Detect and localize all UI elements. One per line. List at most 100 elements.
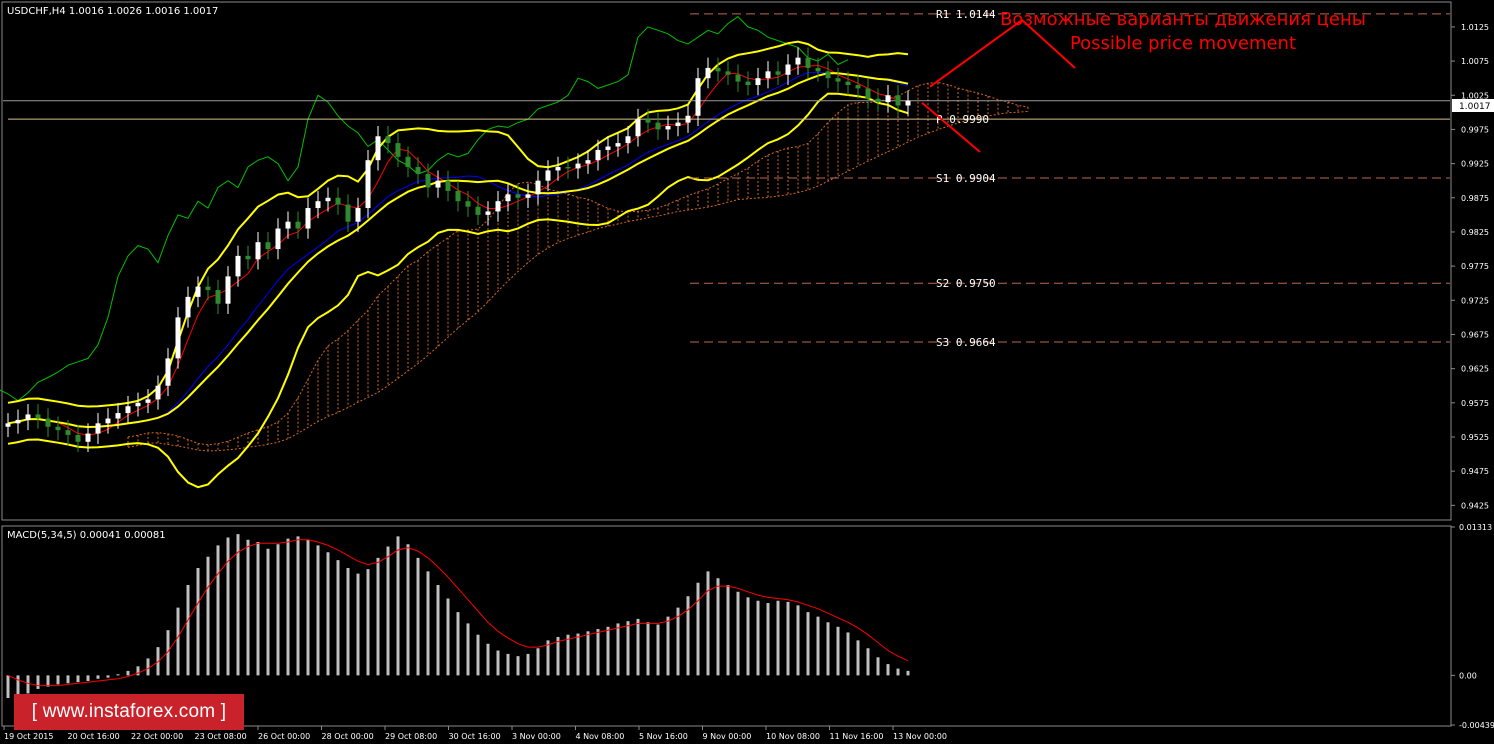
price-tick-label: 0.9625	[1461, 365, 1489, 374]
price-axis: 1.0125 1.0075 1.0025 0.9975 0.9925 0.9875 0.98…	[1451, 23, 1494, 730]
candles	[5, 47, 911, 453]
annotation-arrows	[921, 19, 1076, 153]
candle-body	[125, 406, 131, 414]
time-tick-label: 29 Oct 08:00	[385, 732, 437, 741]
macd-panel-frame	[1, 525, 1452, 727]
pivot-levels: R1 1.0144 P 0.9990 S1 0.9904 S2 0.9750 S3 0.…	[3, 8, 1450, 349]
candle-body	[465, 201, 471, 207]
pivot-label-s3: S3 0.9664	[936, 336, 996, 349]
candle-body	[825, 71, 831, 79]
price-tick-label: 0.9975	[1461, 125, 1489, 134]
candle-body	[795, 57, 801, 65]
candle-body	[375, 136, 381, 161]
time-tick-label: 11 Nov 16:00	[830, 732, 884, 741]
candle-body	[635, 119, 641, 137]
candle-body	[475, 206, 481, 215]
candle-body	[295, 221, 301, 229]
macd-tick-label: 0.01313	[1459, 523, 1492, 532]
candle-body	[135, 402, 141, 407]
time-tick-label: 5 Nov 16:00	[639, 732, 688, 741]
price-tick-label: 0.9425	[1461, 501, 1489, 510]
price-tick-label: 0.9775	[1461, 262, 1489, 271]
candle-body	[685, 115, 691, 123]
price-tick-label: 0.9675	[1461, 330, 1489, 339]
candle-body	[195, 286, 201, 297]
candle-body	[55, 426, 61, 431]
candle-body	[395, 143, 401, 157]
candle-body	[665, 126, 671, 130]
candle-body	[485, 211, 491, 215]
candle-body	[205, 286, 211, 291]
candle-body	[185, 296, 191, 318]
time-tick-label: 4 Nov 08:00	[576, 732, 625, 741]
candle-body	[85, 433, 91, 442]
candle-body	[425, 173, 431, 188]
candle-body	[775, 71, 781, 75]
candle-body	[845, 81, 851, 86]
annotation-english: Possible price movement	[1070, 33, 1296, 54]
time-tick-label: 28 Oct 00:00	[322, 732, 374, 741]
tenkan-sen	[7, 64, 909, 436]
time-tick-label: 26 Oct 00:00	[258, 732, 310, 741]
indicator-lines	[0, 16, 1029, 489]
candle-body	[245, 255, 251, 260]
candle-body	[305, 208, 311, 229]
candle-body	[95, 423, 101, 434]
price-tick-label: 0.9475	[1461, 467, 1489, 476]
candle-body	[145, 399, 151, 403]
chikou-span	[0, 16, 849, 402]
candle-body	[785, 64, 791, 75]
candle-body	[215, 290, 221, 304]
candle-body	[515, 194, 521, 198]
candle-body	[865, 88, 871, 99]
candle-body	[805, 57, 811, 68]
price-tick-label: 0.9575	[1461, 399, 1489, 408]
price-tick-label: 1.0025	[1461, 91, 1489, 100]
candle-body	[695, 78, 701, 116]
time-tick-label: 9 Nov 00:00	[703, 732, 752, 741]
candle-body	[265, 242, 271, 250]
candle-body	[355, 208, 361, 222]
price-tick-label: 0.9925	[1461, 160, 1489, 169]
candle-body	[575, 163, 581, 169]
candle-body	[735, 74, 741, 82]
senkou-span-b	[127, 110, 1029, 452]
candle-body	[115, 413, 121, 419]
price-tick-label: 0.9525	[1461, 433, 1489, 442]
candle-body	[105, 418, 111, 424]
price-tick-label: 0.9875	[1461, 194, 1489, 203]
candle-body	[535, 180, 541, 195]
candle-body	[555, 167, 561, 171]
symbol-header: USDCHF,H4 1.0016 1.0026 1.0016 1.0017	[7, 6, 218, 17]
annotation-russian: Возможные варианты движения цены	[1000, 9, 1366, 30]
candle-body	[35, 414, 41, 419]
macd-histogram	[6, 534, 910, 698]
candle-body	[255, 242, 261, 260]
candle-body	[445, 180, 451, 191]
price-tick-label: 0.9725	[1461, 296, 1489, 305]
candle-body	[455, 190, 461, 202]
candle-body	[345, 204, 351, 222]
macd-signal-line	[7, 539, 909, 687]
candle-body	[645, 119, 651, 123]
candle-body	[855, 85, 861, 89]
candle-body	[895, 95, 901, 106]
time-tick-label: 3 Nov 00:00	[512, 732, 561, 741]
candle-body	[365, 160, 371, 209]
instaforex-watermark: [ www.instaforex.com ]	[14, 694, 244, 730]
candle-body	[385, 136, 391, 144]
candle-body	[325, 197, 331, 202]
candle-body	[525, 194, 531, 198]
candle-body	[505, 194, 511, 202]
candle-body	[585, 160, 591, 164]
macd-tick-label: 0.00	[1459, 671, 1477, 680]
time-axis: 19 Oct 2015 20 Oct 16:00 22 Oct 00:00 23 Oc…	[3, 726, 947, 741]
bollinger-lower	[7, 92, 909, 489]
candle-body	[175, 317, 181, 359]
ichimoku-cloud	[127, 82, 1029, 451]
candle-body	[745, 81, 751, 86]
candle-body	[335, 197, 341, 205]
candle-body	[625, 136, 631, 144]
time-tick-label: 23 Oct 08:00	[195, 732, 247, 741]
